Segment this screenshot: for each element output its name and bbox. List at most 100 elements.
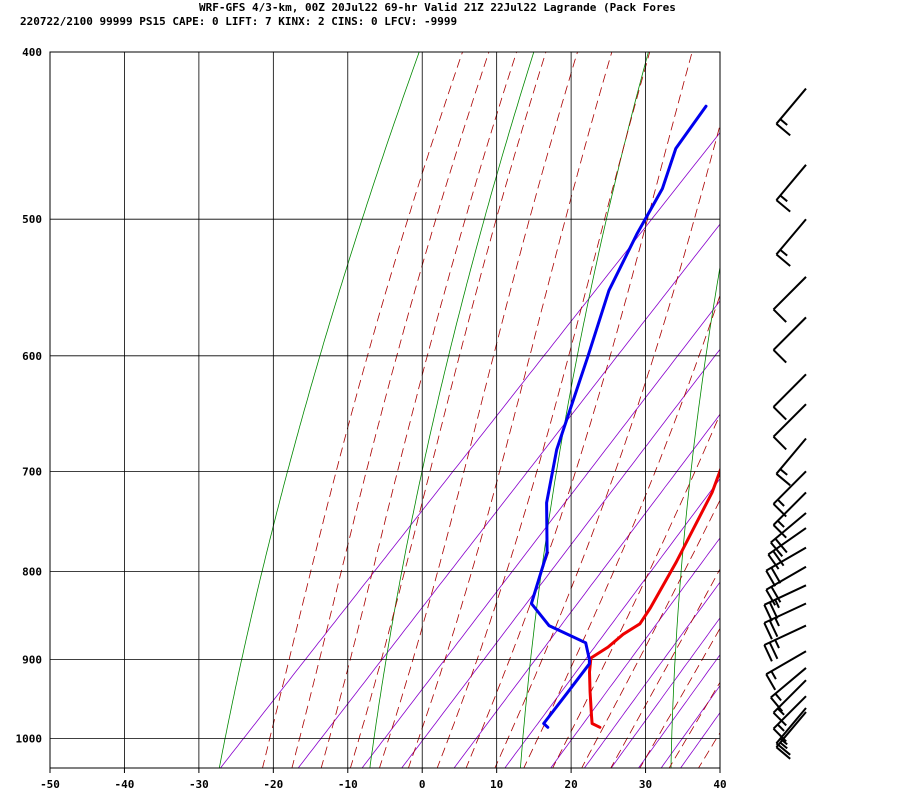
wind-barb <box>765 650 807 691</box>
moist-adiabat <box>349 52 547 768</box>
wind-barb-feather <box>768 601 779 619</box>
wind-barb-staff <box>767 527 807 556</box>
wind-barb <box>775 164 807 213</box>
moist-adiabat <box>436 52 651 768</box>
wind-barb-staff <box>763 584 807 606</box>
wind-barb-feather <box>772 435 787 451</box>
mixing-ratio-line <box>550 537 720 768</box>
chart-header-line2: 220722/2100 99999 PS15 CAPE: 0 LIFT: 7 K… <box>20 15 457 28</box>
moist-adiabat <box>379 52 578 768</box>
wind-barb-feather <box>763 604 773 622</box>
wind-barb-feather <box>765 673 777 691</box>
wind-barb-feather <box>779 194 788 203</box>
moist-adiabat <box>494 123 720 768</box>
dry-adiabat <box>670 265 720 768</box>
wind-barb-feather <box>774 599 780 609</box>
wind-barb <box>772 373 807 421</box>
dry-adiabat <box>820 14 885 783</box>
wind-barb-staff <box>770 667 807 699</box>
wind-barb-staff <box>772 470 807 505</box>
wind-barb <box>772 276 807 323</box>
mixing-ratio-line <box>361 300 720 768</box>
moist-adiabat <box>668 681 720 768</box>
wind-barb-staff <box>772 695 807 730</box>
moist-adiabat <box>523 294 720 768</box>
wind-barb <box>763 584 807 622</box>
wind-barb-feather <box>770 567 782 584</box>
y-tick-label: 800 <box>22 565 42 578</box>
wind-barb-staff <box>770 512 807 544</box>
mixing-ratio-line <box>583 581 720 768</box>
grid <box>50 51 720 768</box>
moist-adiabat <box>581 499 720 768</box>
wind-barb <box>765 546 807 587</box>
mixing-ratio-line <box>297 223 720 768</box>
moist-adiabat <box>262 52 463 768</box>
wind-barb-feather <box>763 644 773 662</box>
profiles <box>529 104 720 729</box>
mixing-ratio-line <box>504 478 720 768</box>
wind-barb-staff <box>775 218 807 256</box>
wind-barb-feather <box>776 723 785 732</box>
wind-barb-feather <box>770 541 784 557</box>
x-tick-label: 30 <box>639 778 652 791</box>
wind-barb-feather <box>775 123 791 137</box>
moist-adiabat <box>698 731 720 768</box>
wind-barb-staff <box>763 624 807 646</box>
wind-barb <box>770 512 807 557</box>
y-tick-label: 400 <box>22 46 42 59</box>
wind-barb-staff <box>772 491 807 526</box>
wind-barb-feather <box>779 741 788 750</box>
wind-barb <box>775 707 807 756</box>
wind-barb-feather <box>772 349 787 364</box>
temperature-profile <box>588 466 720 729</box>
mixing-ratio-line <box>680 711 720 768</box>
y-tick-label: 600 <box>22 350 42 363</box>
x-tick-label: 0 <box>419 778 426 791</box>
wind-barb <box>772 470 807 518</box>
moist-adiabat <box>320 52 518 768</box>
wind-barb-feather <box>775 473 791 487</box>
wind-barb <box>775 218 807 267</box>
chart-header-line1: WRF-GFS 4/3-km, 00Z 20Jul22 69-hr Valid … <box>199 1 676 14</box>
wind-barb-feather <box>763 622 773 640</box>
wind-barb-staff <box>772 373 807 408</box>
wind-barb-feather <box>779 249 788 257</box>
wind-barb-feather <box>768 619 779 638</box>
dewpoint-profile <box>529 104 708 729</box>
moist-adiabat <box>639 627 720 768</box>
x-tick-label: 40 <box>713 778 726 791</box>
wind-barb <box>772 695 807 743</box>
wind-barb-staff <box>775 164 807 201</box>
wind-barb <box>763 624 807 662</box>
wind-barb <box>775 437 807 487</box>
wind-barb-feather <box>776 498 785 507</box>
wind-barb-feather <box>775 746 791 760</box>
wind-barb-feather <box>779 737 788 746</box>
wind-barb-feather <box>774 693 782 702</box>
x-tick-label: -30 <box>189 778 209 791</box>
wind-barb-staff <box>775 87 807 125</box>
moist-adiabat <box>407 52 613 768</box>
dry-adiabat <box>519 52 649 768</box>
y-tick-label: 500 <box>22 213 42 226</box>
wind-barb-staff <box>775 707 807 744</box>
wind-barb-feather <box>772 711 787 727</box>
y-tick-label: 900 <box>22 654 42 667</box>
wind-barb <box>775 711 807 760</box>
mixing-ratio-line <box>401 348 720 768</box>
wind-barb-feather <box>765 589 777 606</box>
moist-adiabat <box>552 413 720 768</box>
moist-adiabat <box>719 14 900 783</box>
mixing-ratio-line <box>610 617 720 768</box>
wind-barb-feather <box>772 727 787 743</box>
wind-barb-feather <box>779 118 788 126</box>
x-tick-label: 10 <box>490 778 503 791</box>
wind-barb <box>772 403 807 451</box>
mixing-ratio-line <box>453 413 720 768</box>
wind-barb-feather <box>772 503 787 518</box>
wind-barb-feather <box>770 670 777 680</box>
wind-barb-staff <box>765 650 807 676</box>
x-tick-label: -50 <box>40 778 60 791</box>
